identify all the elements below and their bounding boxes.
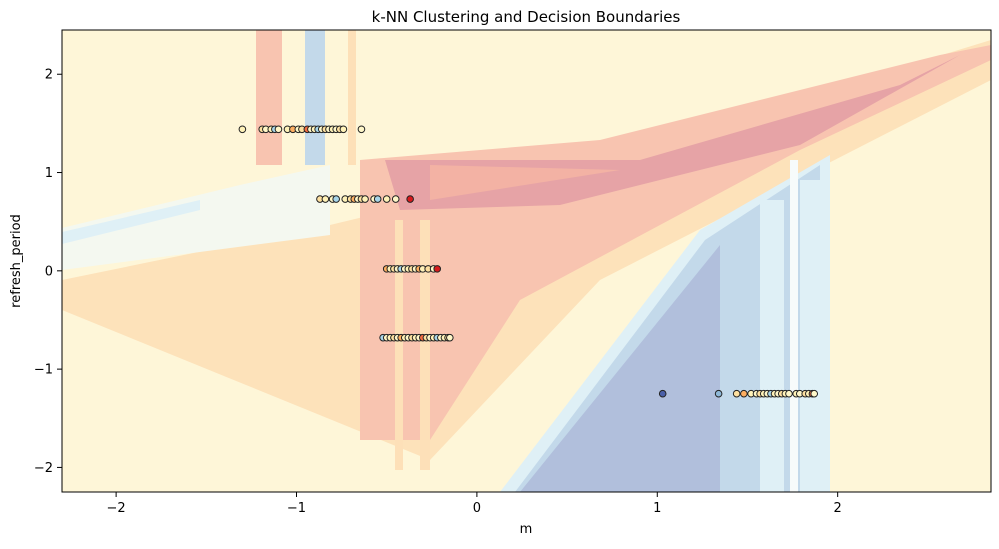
region-blue-column <box>305 30 325 165</box>
plot-area <box>62 30 991 492</box>
data-point <box>382 195 391 203</box>
data-point <box>373 195 382 203</box>
plot-frame <box>61 29 992 493</box>
region-light-blue-column <box>760 200 784 492</box>
data-point <box>274 125 283 134</box>
data-point <box>321 195 330 203</box>
data-points <box>238 125 819 398</box>
chart-title: k-NN Clustering and Decision Boundaries <box>372 8 681 26</box>
x-axis: −2 −1 0 1 2 <box>107 492 842 516</box>
x-tick-label: 2 <box>834 501 842 516</box>
data-point <box>714 389 723 398</box>
y-tick-label: −1 <box>34 363 53 378</box>
data-point <box>446 333 454 342</box>
x-tick-label: 0 <box>473 501 481 516</box>
y-tick-label: −2 <box>34 461 53 476</box>
data-point <box>433 265 442 273</box>
data-point <box>339 125 348 134</box>
region-orange-column-lower-2 <box>420 220 430 470</box>
region-light-blue-column-2 <box>800 180 822 492</box>
x-tick-label: 1 <box>653 501 661 516</box>
region-orange-column <box>348 30 356 165</box>
data-point <box>391 195 400 203</box>
region-salmon-column <box>256 30 282 165</box>
region-orange-column-lower <box>395 220 403 470</box>
region-salmon-inner <box>430 165 620 200</box>
x-axis-label: m <box>520 522 533 537</box>
data-point <box>658 389 667 398</box>
y-axis-label: refresh_period <box>9 214 24 308</box>
data-point <box>361 195 369 203</box>
x-tick-label: −2 <box>107 501 126 516</box>
region-dark-blue-wedge <box>520 245 720 492</box>
data-point <box>238 125 247 134</box>
data-point <box>740 389 748 398</box>
data-point <box>332 195 340 203</box>
region-pale-green-band <box>62 165 330 270</box>
data-point <box>406 195 414 203</box>
y-tick-label: 1 <box>45 166 53 181</box>
region-white-column <box>790 160 798 492</box>
y-axis: −2 −1 0 1 2 <box>34 68 62 476</box>
data-point <box>357 125 366 134</box>
y-tick-label: 2 <box>45 68 53 83</box>
region-light-blue-strip <box>62 200 200 244</box>
data-point <box>732 389 741 398</box>
x-tick-label: −1 <box>287 501 306 516</box>
data-point <box>785 389 793 398</box>
y-tick-label: 0 <box>45 264 53 279</box>
data-point <box>810 389 819 398</box>
